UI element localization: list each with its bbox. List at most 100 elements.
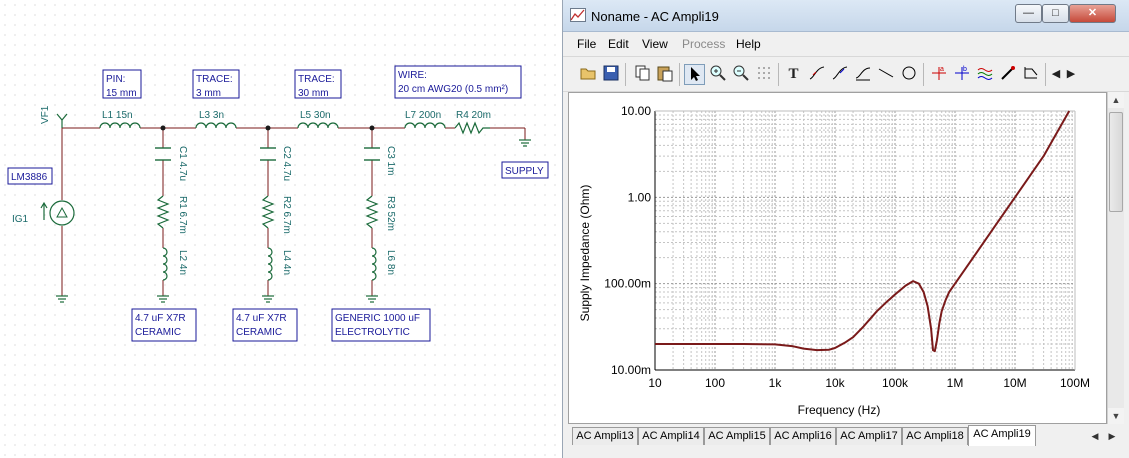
box-trace-30mm[interactable]: TRACE: 30 mm <box>294 69 342 99</box>
schematic-wires <box>61 127 526 296</box>
box-trace-3mm[interactable]: TRACE: 3 mm <box>192 69 240 99</box>
plot-area[interactable]: 10 100 1k 10k 100k 1M 10M 100M 10.00m 100.00m 1.00… <box>568 92 1107 424</box>
pointer-icon[interactable] <box>684 64 705 85</box>
label-l6: L6 8n <box>385 250 396 275</box>
y-tick-label: 10.00 <box>621 104 651 118</box>
current-source-ig1 <box>40 200 75 226</box>
app-icon <box>570 8 586 22</box>
label-ig1: IG1 <box>12 214 29 225</box>
title-bar[interactable]: Noname - AC Ampli19 — □ ✕ <box>563 0 1129 32</box>
label-c3: C3 1m <box>385 146 396 175</box>
box-ceramic-2[interactable]: 4.7 uF X7R CERAMIC <box>232 308 298 342</box>
minimize-button[interactable]: — <box>1015 4 1042 23</box>
label-r1: R1 6.7m <box>177 196 188 234</box>
schematic-canvas[interactable]: VF1 IG1 L1 15n L3 3n L5 30n L7 200n R4 2… <box>0 0 562 458</box>
vertical-scrollbar[interactable]: ▲ ▼ <box>1107 92 1124 424</box>
box-text: TRACE: <box>196 74 233 85</box>
impedance-curve[interactable] <box>655 110 1071 353</box>
cursor-b-icon[interactable] <box>829 64 850 85</box>
grid-icon[interactable] <box>753 64 774 85</box>
impedance-chart: 10 100 1k 10k 100k 1M 10M 100M 10.00m 100.00m 1.00… <box>578 104 1090 417</box>
scroll-right-icon[interactable]: ▶ <box>1066 68 1076 80</box>
box-text: TRACE: <box>298 74 335 85</box>
menu-bar: File Edit View Process Help <box>563 32 1129 54</box>
open-icon[interactable] <box>577 64 598 85</box>
tick-labels: 10 100 1k 10k 100k 1M 10M 100M 10.00m 100.00m 1.00… <box>604 104 1090 390</box>
label-c1: C1 4.7u <box>177 146 188 181</box>
grid-lines <box>654 110 1076 371</box>
label-l3: L3 3n <box>199 110 224 121</box>
series-inductors <box>99 122 446 129</box>
tab-ac-ampli19[interactable]: AC Ampli19 <box>968 425 1036 446</box>
window-title: Noname - AC Ampli19 <box>591 9 719 24</box>
curve-icon[interactable] <box>852 64 873 85</box>
box-lm3886[interactable]: LM3886 <box>7 167 53 185</box>
menu-process[interactable]: Process <box>682 37 726 51</box>
x-tick-label: 100M <box>1060 376 1090 390</box>
x-tick-label: 10 <box>648 376 662 390</box>
paste-icon[interactable] <box>654 64 675 85</box>
box-text: PIN: <box>106 74 125 85</box>
junction-dots <box>160 125 375 131</box>
zoom-out-icon[interactable] <box>730 64 751 85</box>
tab-ac-ampli14[interactable]: AC Ampli14 <box>638 427 704 445</box>
label-r3: R3 52m <box>385 196 396 231</box>
x-axis-label: Frequency (Hz) <box>798 403 881 417</box>
analysis-window[interactable]: Noname - AC Ampli19 — □ ✕ File Edit View… <box>562 0 1129 458</box>
x-tick-label: 1k <box>769 376 783 390</box>
label-l7: L7 200n <box>405 110 441 121</box>
pen-icon[interactable] <box>997 64 1018 85</box>
label-l2: L2 4n <box>177 250 188 275</box>
box-text: 15 mm <box>106 88 137 99</box>
marker-a-icon[interactable]: a <box>928 64 949 85</box>
box-pin[interactable]: PIN: 15 mm <box>102 69 142 99</box>
box-text: 30 mm <box>298 88 329 99</box>
x-tick-label: 100 <box>705 376 725 390</box>
menu-edit[interactable]: Edit <box>608 37 629 51</box>
box-wire[interactable]: WIRE: 20 cm AWG20 (0.5 mm²) <box>394 65 522 99</box>
label-l5: L5 30n <box>300 110 331 121</box>
box-text: 20 cm AWG20 (0.5 mm²) <box>398 84 508 95</box>
box-ceramic-1[interactable]: 4.7 uF X7R CERAMIC <box>131 308 197 342</box>
waves-icon[interactable] <box>974 64 995 85</box>
tab-ac-ampli18[interactable]: AC Ampli18 <box>902 427 968 445</box>
scroll-down-icon[interactable]: ▼ <box>1108 408 1124 424</box>
menu-file[interactable]: File <box>577 37 597 51</box>
probe-vf1 <box>56 113 68 128</box>
zoom-in-icon[interactable] <box>707 64 728 85</box>
label-c2: C2 4.7u <box>281 146 292 181</box>
toolbar: T a b ◀ ▶ <box>563 56 1129 92</box>
menu-help[interactable]: Help <box>736 37 761 51</box>
box-text: WIRE: <box>398 70 427 81</box>
tab-ac-ampli13[interactable]: AC Ampli13 <box>572 427 638 445</box>
ground-symbols <box>56 139 531 303</box>
x-tick-label: 10M <box>1003 376 1026 390</box>
maximize-button[interactable]: □ <box>1042 4 1069 23</box>
box-text: GENERIC 1000 uF <box>335 313 420 324</box>
x-tick-label: 100k <box>882 376 909 390</box>
box-electrolytic[interactable]: GENERIC 1000 uF ELECTROLYTIC <box>331 308 431 342</box>
save-icon[interactable] <box>600 64 621 85</box>
tab-ac-ampli17[interactable]: AC Ampli17 <box>836 427 902 445</box>
copy-icon[interactable] <box>631 64 652 85</box>
scroll-up-icon[interactable]: ▲ <box>1108 92 1124 108</box>
box-supply[interactable]: SUPPLY <box>501 161 549 179</box>
text-icon[interactable]: T <box>788 66 799 82</box>
resistor-r4 <box>454 121 490 135</box>
circle-icon[interactable] <box>898 64 919 85</box>
label-l1: L1 15n <box>102 110 133 121</box>
scroll-left-icon[interactable]: ◀ <box>1051 68 1061 80</box>
tab-ac-ampli16[interactable]: AC Ampli16 <box>770 427 836 445</box>
marker-b-icon[interactable]: b <box>951 64 972 85</box>
tab-scroll-right-icon[interactable]: ▶ <box>1108 431 1116 441</box>
scrollbar-thumb[interactable] <box>1109 112 1123 212</box>
cursor-a-icon[interactable] <box>806 64 827 85</box>
close-button[interactable]: ✕ <box>1069 4 1116 23</box>
x-tick-label: 1M <box>947 376 964 390</box>
line-icon[interactable] <box>875 64 896 85</box>
tab-ac-ampli15[interactable]: AC Ampli15 <box>704 427 770 445</box>
tab-scroll-left-icon[interactable]: ◀ <box>1091 431 1099 441</box>
box-text: SUPPLY <box>505 166 544 177</box>
step-icon[interactable] <box>1020 64 1041 85</box>
menu-view[interactable]: View <box>642 37 668 51</box>
